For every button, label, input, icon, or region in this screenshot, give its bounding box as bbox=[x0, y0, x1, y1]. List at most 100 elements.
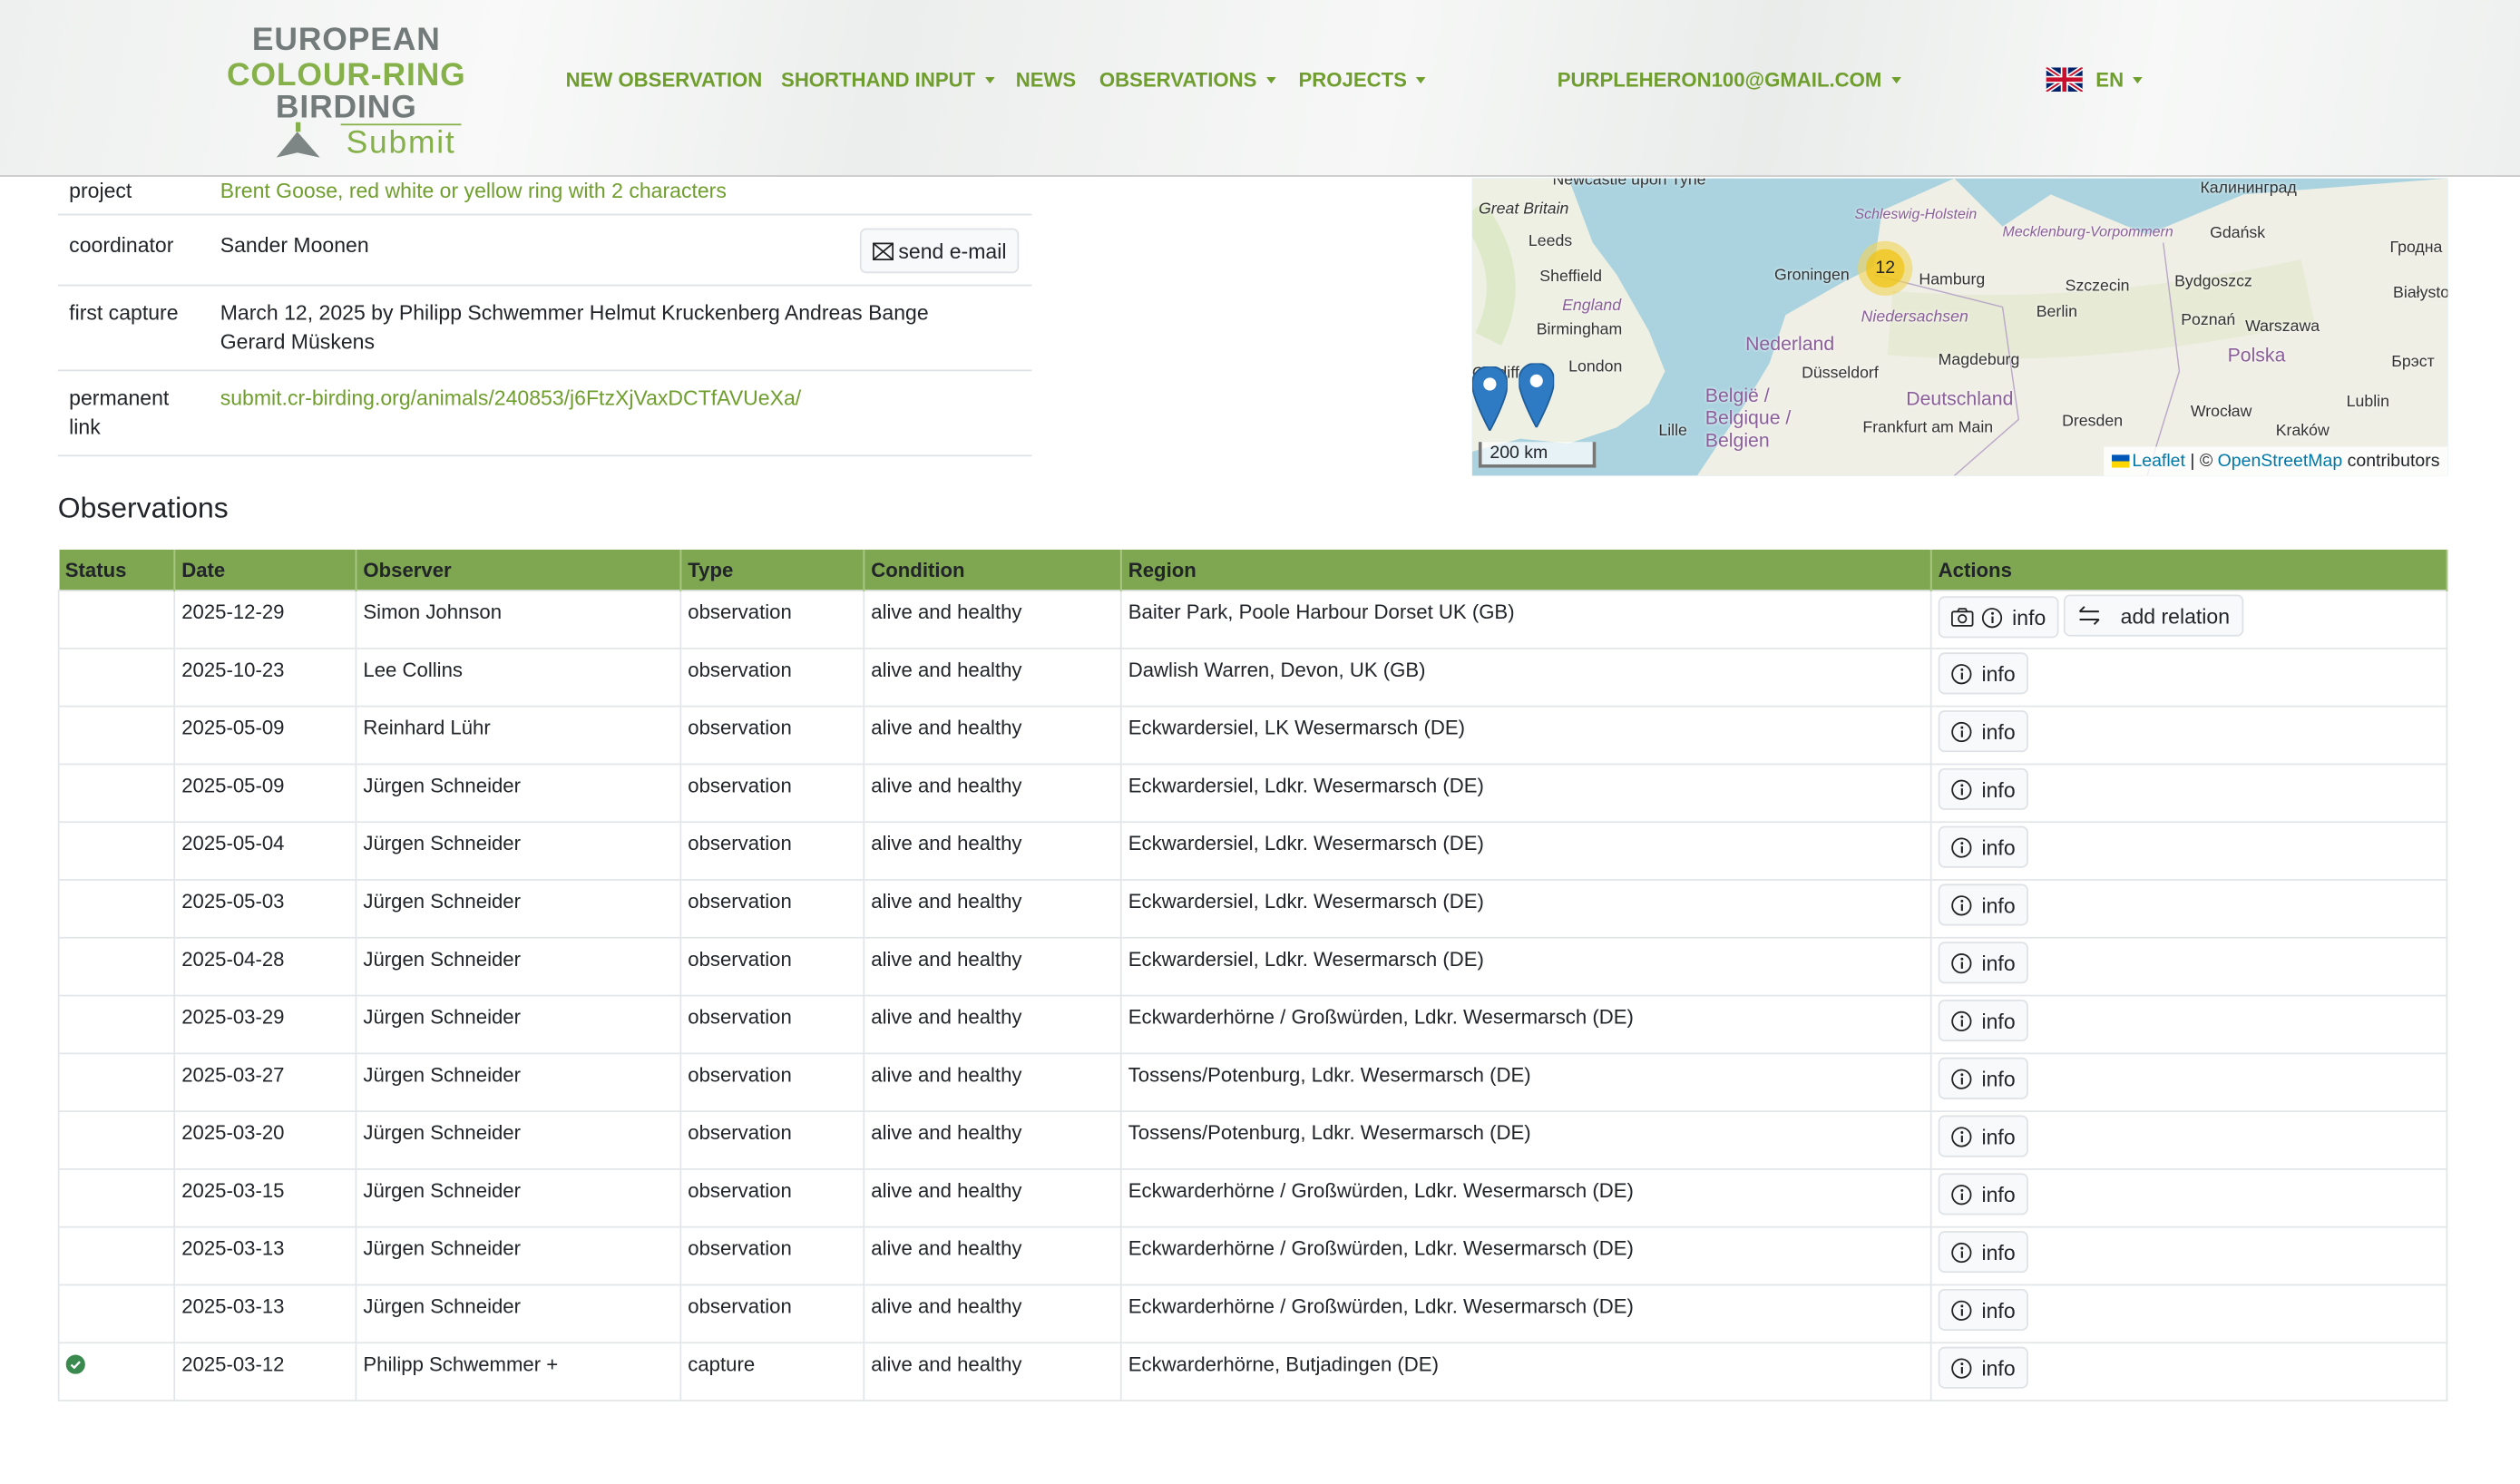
status-cell bbox=[57, 1225, 176, 1286]
observation-map[interactable]: Newcastle upon Tyne Great Britain Leeds She… bbox=[1471, 178, 2448, 476]
date-cell: 2025-03-20 bbox=[173, 1110, 357, 1170]
actions-cell: info bbox=[1929, 647, 2448, 708]
column-header-actions[interactable]: Actions bbox=[1930, 549, 2448, 591]
column-header-condition[interactable]: Condition bbox=[864, 549, 1122, 591]
region-cell: Eckwardersiel, Ldkr. Wesermarsch (DE) bbox=[1119, 936, 1932, 997]
column-header-observer[interactable]: Observer bbox=[356, 549, 682, 591]
status-cell bbox=[57, 705, 176, 766]
leaflet-link[interactable]: Leaflet bbox=[2132, 451, 2185, 472]
info-button[interactable]: info bbox=[1938, 1115, 2028, 1157]
detail-first-capture: first capture March 12, 2025 by Philipp … bbox=[57, 286, 1032, 372]
map-pin-icon[interactable] bbox=[1519, 363, 1555, 428]
project-link[interactable]: Brent Goose, red white or yellow ring wi… bbox=[220, 178, 727, 203]
site-header: EUROPEAN COLOUR-RING BIRDING Submit NEW … bbox=[0, 0, 2520, 177]
animal-details: project Brent Goose, red white or yellow… bbox=[57, 177, 1032, 457]
status-cell bbox=[57, 1284, 176, 1344]
observation-row: 2025-12-29 Simon Johnson observation alive … bbox=[57, 590, 2448, 649]
observation-row: 2025-03-12 Philipp Schwemmer + capture aliv… bbox=[57, 1342, 2448, 1401]
observer-cell: Jürgen Schneider bbox=[355, 936, 682, 997]
site-logo[interactable]: EUROPEAN COLOUR-RING BIRDING Submit bbox=[226, 22, 466, 161]
language-menu[interactable]: EN bbox=[2045, 65, 2144, 94]
info-button[interactable]: info bbox=[1938, 825, 2028, 868]
detail-permanent-link: permanent link submit.cr-birding.org/ani… bbox=[57, 371, 1032, 457]
detail-project: project Brent Goose, red white or yellow… bbox=[57, 177, 1032, 216]
map-label: Warszawa bbox=[2245, 317, 2320, 337]
cluster-marker[interactable]: 12 bbox=[1858, 240, 1913, 296]
map-label: Nederland bbox=[1745, 332, 1835, 356]
permanent-link[interactable]: submit.cr-birding.org/animals/240853/j6F… bbox=[220, 386, 802, 410]
region-cell: Eckwarderhörne / Großwürden, Ldkr. Weser… bbox=[1119, 994, 1932, 1055]
observation-row: 2025-10-23 Lee Collins observation alive an… bbox=[57, 647, 2448, 708]
status-cell bbox=[57, 821, 176, 881]
info-icon bbox=[1951, 1184, 1972, 1205]
type-cell: observation bbox=[679, 705, 865, 766]
user-menu[interactable]: PURPLEHERON100@GMAIL.COM bbox=[1558, 69, 1901, 92]
nav-observations[interactable]: OBSERVATIONS bbox=[1099, 69, 1276, 92]
condition-cell: alive and healthy bbox=[863, 647, 1122, 708]
info-button[interactable]: info bbox=[1938, 710, 2028, 753]
nav-projects[interactable]: PROJECTS bbox=[1299, 69, 1427, 92]
add-relation-button[interactable]: add relation bbox=[2064, 594, 2245, 637]
map-label: London bbox=[1568, 358, 1623, 376]
date-cell: 2025-03-15 bbox=[173, 1168, 357, 1228]
map-pin-icon[interactable] bbox=[1471, 366, 1508, 431]
region-cell: Baiter Park, Poole Harbour Dorset UK (GB… bbox=[1119, 590, 1932, 649]
map-attribution: Leaflet | © OpenStreetMap contributors bbox=[2103, 446, 2448, 476]
nav-new-observation[interactable]: NEW OBSERVATION bbox=[565, 69, 763, 92]
map-label: Frankfurt am Main bbox=[1862, 419, 1994, 437]
nav-shorthand-input[interactable]: SHORTHAND INPUT bbox=[781, 69, 995, 92]
info-button[interactable]: info bbox=[1938, 1173, 2028, 1216]
observations-table: Status Date Observer Type Condition Region Act… bbox=[57, 549, 2448, 1401]
actions-cell: info bbox=[1929, 1342, 2448, 1401]
map-label: Калининград bbox=[2200, 180, 2297, 198]
map-label: Białystok bbox=[2393, 284, 2447, 303]
observation-row: 2025-03-13 Jürgen Schneider observation ali… bbox=[57, 1225, 2448, 1286]
map-label: Hamburg bbox=[1919, 271, 1986, 289]
date-cell: 2025-12-29 bbox=[173, 590, 357, 649]
info-button[interactable]: info bbox=[1938, 1231, 2028, 1274]
map-label: Deutschland bbox=[1906, 386, 2014, 410]
region-cell: Eckwarderhörne / Großwürden, Ldkr. Weser… bbox=[1119, 1225, 1932, 1286]
observer-cell: Reinhard Lühr bbox=[355, 705, 682, 766]
condition-cell: alive and healthy bbox=[863, 936, 1122, 997]
info-button[interactable]: info bbox=[1938, 999, 2028, 1042]
osm-link[interactable]: OpenStreetMap bbox=[2217, 451, 2343, 472]
info-button[interactable]: info bbox=[1938, 767, 2028, 810]
info-button[interactable]: info bbox=[1938, 942, 2028, 984]
map-label: Düsseldorf bbox=[1802, 365, 1879, 383]
actions-cell: info bbox=[1929, 705, 2448, 766]
observation-row: 2025-05-04 Jürgen Schneider observation ali… bbox=[57, 821, 2448, 881]
info-button[interactable]: info bbox=[1938, 884, 2028, 926]
actions-cell: info bbox=[1929, 821, 2448, 881]
send-email-button[interactable]: send e-mail bbox=[859, 228, 1020, 274]
map-label: Niedersachsen bbox=[1861, 308, 1968, 327]
condition-cell: alive and healthy bbox=[863, 821, 1122, 881]
map-scale: 200 km bbox=[1478, 442, 1597, 468]
camera-icon bbox=[1951, 608, 1974, 627]
detail-coordinator: coordinator Sander Moonen send e-mail bbox=[57, 215, 1032, 287]
info-button[interactable]: info bbox=[1938, 1288, 2028, 1331]
info-button[interactable]: info bbox=[1938, 1057, 2028, 1099]
nav-news[interactable]: NEWS bbox=[1015, 69, 1077, 92]
map-label: Polska bbox=[2227, 344, 2286, 366]
map-label: Lublin bbox=[2346, 394, 2389, 412]
info-icon bbox=[1951, 952, 1972, 973]
date-cell: 2025-10-23 bbox=[173, 647, 357, 708]
map-label: Groningen bbox=[1773, 267, 1850, 285]
info-button[interactable]: info bbox=[1938, 596, 2059, 639]
actions-cell: info bbox=[1929, 763, 2448, 824]
column-header-type[interactable]: Type bbox=[680, 549, 865, 591]
region-cell: Tossens/Potenburg, Ldkr. Wesermarsch (DE… bbox=[1119, 1110, 1932, 1170]
info-button[interactable]: info bbox=[1938, 652, 2028, 695]
column-header-status[interactable]: Status bbox=[58, 549, 176, 591]
info-button[interactable]: info bbox=[1938, 1346, 2028, 1389]
observer-cell: Jürgen Schneider bbox=[355, 1110, 682, 1170]
column-header-region[interactable]: Region bbox=[1120, 549, 1932, 591]
info-icon bbox=[1951, 1126, 1972, 1147]
column-header-date[interactable]: Date bbox=[174, 549, 357, 591]
observer-cell: Jürgen Schneider bbox=[355, 1052, 682, 1113]
region-cell: Eckwardersiel, LK Wesermarsch (DE) bbox=[1119, 705, 1932, 766]
condition-cell: alive and healthy bbox=[863, 879, 1122, 939]
map-label: Schleswig-Holstein bbox=[1854, 205, 1978, 222]
actions-cell: info add relation bbox=[1929, 590, 2448, 649]
